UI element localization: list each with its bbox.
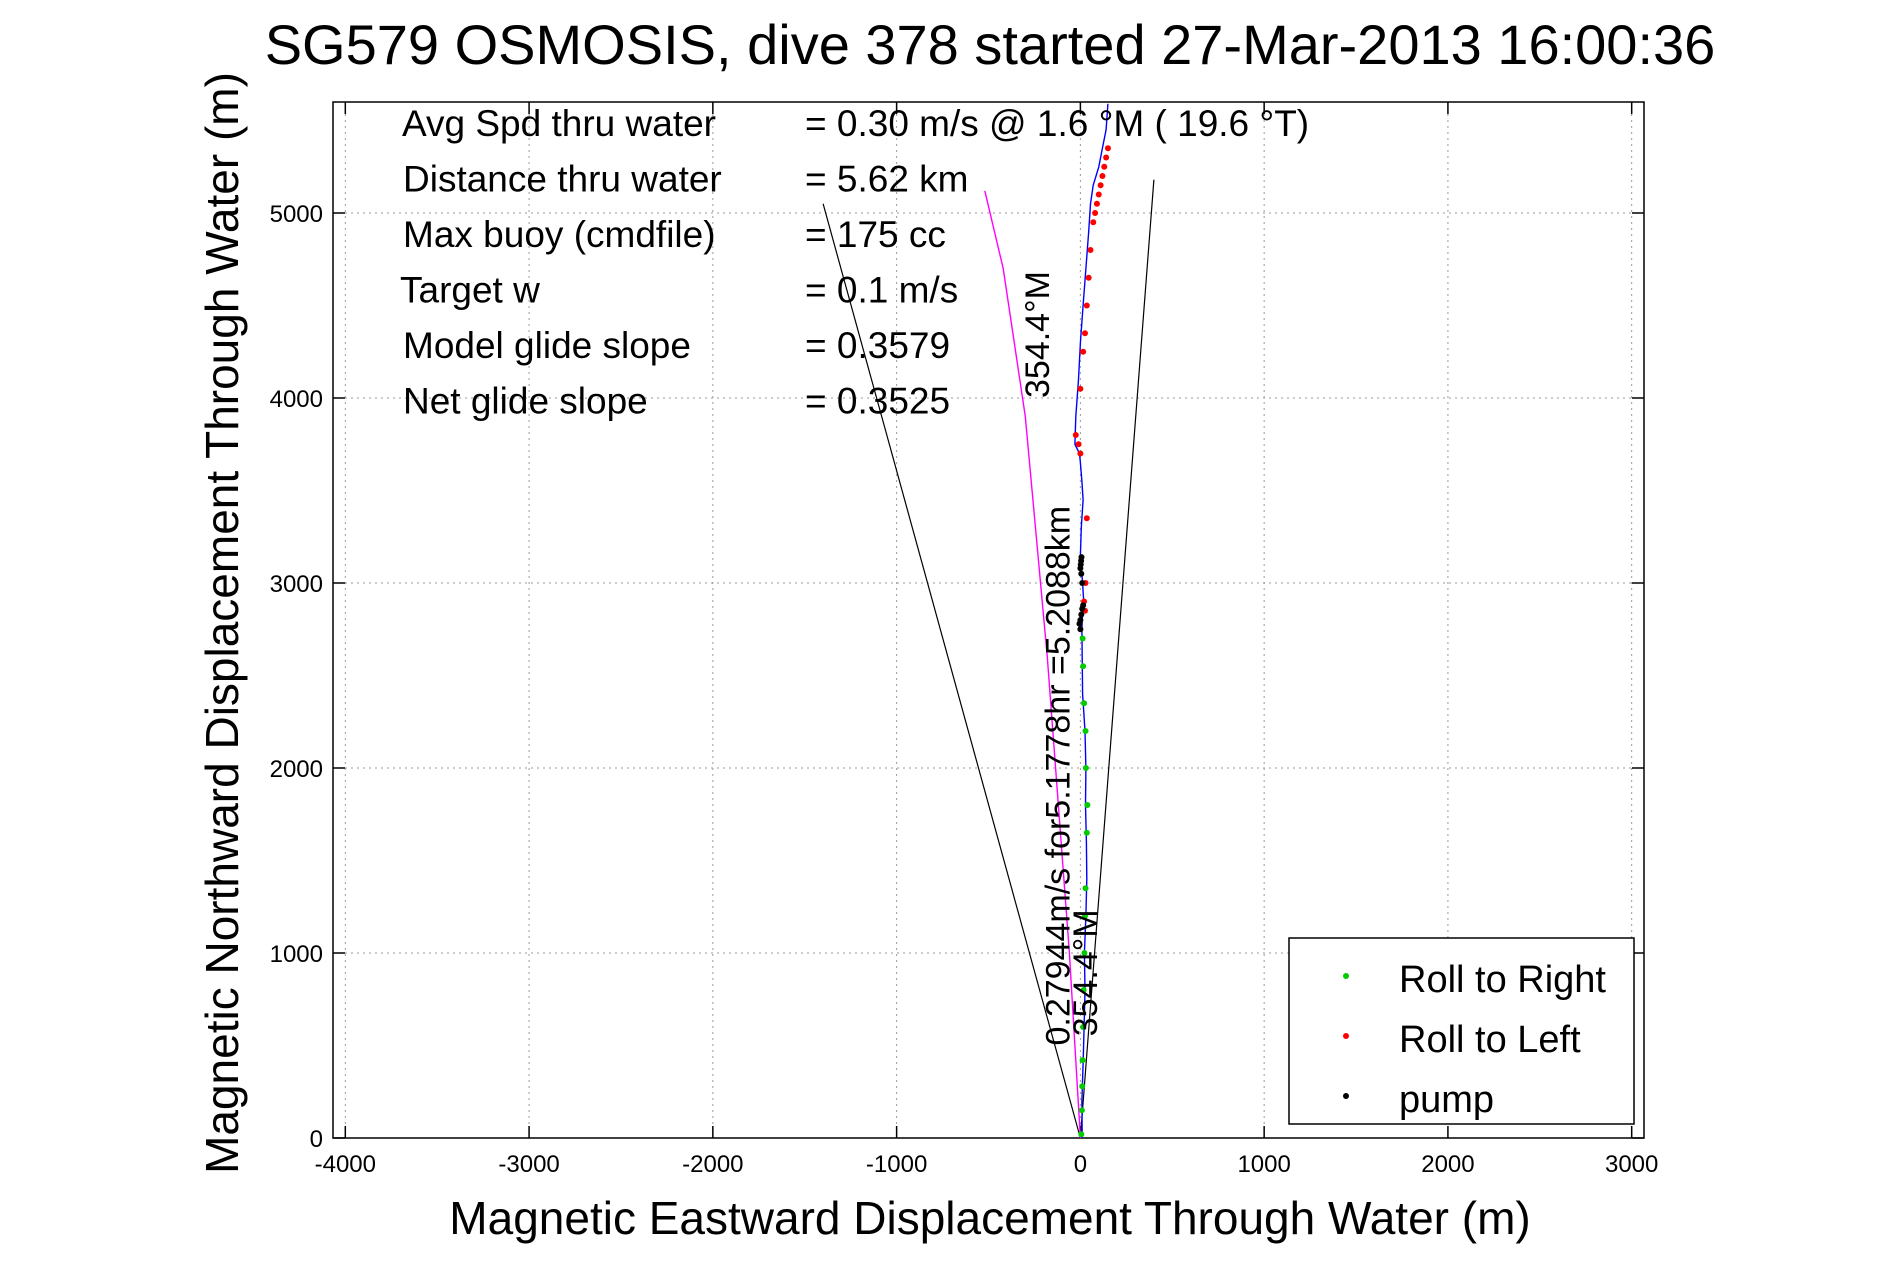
tick-labels: -4000 -3000 -2000 -1000 0 1000 2000 3000 0 1000 20…	[270, 201, 1659, 1178]
roll-to-left-point	[1077, 385, 1084, 392]
stat-label: Distance thru water	[403, 159, 722, 200]
roll-to-left-point	[1090, 219, 1097, 226]
roll-to-right-point	[1078, 1107, 1085, 1114]
roll-to-right-point	[1079, 635, 1086, 642]
roll-to-left-point	[1104, 145, 1111, 152]
depth-average-line	[984, 190, 1082, 1139]
y-tick-label: 2000	[270, 756, 323, 783]
pump-point	[1080, 602, 1087, 609]
x-tick-label: -4000	[315, 1151, 376, 1178]
stat-value: = 0.1 m/s	[805, 270, 958, 311]
roll-to-left-point	[1075, 441, 1082, 448]
roll-to-left-point	[1087, 247, 1094, 253]
legend-marker	[1343, 1033, 1349, 1039]
roll-to-right-point	[1081, 913, 1088, 919]
pump-point	[1078, 554, 1085, 561]
roll-to-left-point	[1081, 330, 1088, 337]
roll-to-right-point	[1084, 802, 1091, 808]
x-tick-label: -2000	[682, 1151, 743, 1178]
dive-stats: Avg Spd thru water = 0.30 m/s @ 1.6 °M ( …	[400, 103, 1309, 422]
stat-value: = 0.3579	[805, 325, 950, 366]
cone-left-line	[822, 203, 1081, 1139]
roll-to-right-point	[1079, 1057, 1086, 1064]
roll-to-right-point	[1078, 1131, 1085, 1138]
annotations: 0.27944m/s for5.1778hr =5.2088km354.4°M3…	[1019, 271, 1105, 1046]
stat-value: = 0.3525	[805, 381, 950, 422]
x-tick-label: 0	[1074, 1151, 1087, 1178]
roll-to-left-point	[1092, 210, 1099, 216]
y-tick-label: 5000	[270, 201, 323, 228]
stat-value: = 5.62 km	[805, 159, 969, 200]
legend-box	[1288, 937, 1635, 1125]
roll-to-left-point	[1080, 348, 1087, 355]
roll-to-left-point	[1101, 163, 1108, 170]
roll-to-left-point	[1093, 200, 1100, 207]
x-tick-label: -3000	[498, 1151, 559, 1178]
roll-to-left-point	[1083, 515, 1090, 522]
stat-label: Net glide slope	[403, 381, 648, 422]
legend-marker	[1343, 973, 1349, 979]
y-axis-label: Magnetic Northward Displacement Through …	[196, 72, 248, 1174]
x-axis-label: Magnetic Eastward Displacement Through W…	[449, 1192, 1530, 1244]
roll-to-left-point	[1083, 302, 1090, 309]
stat-label: Max buoy (cmdfile)	[403, 214, 716, 255]
stat-value: = 0.30 m/s @ 1.6 °M ( 19.6 °T)	[805, 103, 1309, 144]
chart-title: SG579 OSMOSIS, dive 378 started 27-Mar-2…	[265, 13, 1716, 76]
x-tick-label: -1000	[866, 1151, 927, 1178]
roll-to-right-point	[1080, 1024, 1087, 1030]
roll-to-right-point	[1080, 987, 1087, 993]
roll-to-right-point	[1082, 728, 1089, 734]
y-tick-label: 4000	[270, 386, 323, 413]
annotation-label: 0.27944m/s for5.1778hr =5.2088km	[1039, 506, 1077, 1046]
pump-point	[1078, 570, 1085, 577]
pump-point	[1077, 617, 1084, 623]
roll-to-left-point	[1077, 450, 1084, 457]
roll-to-right-point	[1082, 885, 1089, 892]
cone-right-line	[1079, 179, 1155, 1139]
x-tick-label: 2000	[1421, 1151, 1474, 1178]
stat-value: = 175 cc	[805, 214, 946, 255]
roll-to-left-point	[1072, 432, 1079, 438]
y-tick-label: 3000	[270, 571, 323, 598]
heading-cone	[822, 179, 1155, 1139]
roll-to-left-point	[1099, 173, 1106, 179]
roll-to-right-point	[1081, 700, 1088, 707]
legend-label: Roll to Left	[1399, 1019, 1581, 1061]
roll-to-left-point	[1085, 274, 1092, 281]
trajectory-markers	[1072, 145, 1111, 1138]
plot-frame	[332, 101, 1645, 1139]
stat-label: Model glide slope	[403, 325, 691, 366]
roll-to-left-point	[1097, 182, 1104, 189]
roll-to-left-point	[1103, 154, 1110, 161]
roll-to-left-point	[1095, 191, 1102, 198]
legend-marker	[1343, 1093, 1349, 1099]
stat-label: Avg Spd thru water	[402, 103, 716, 144]
roll-to-right-point	[1083, 829, 1090, 836]
pump-point	[1078, 611, 1085, 618]
roll-to-right-point	[1081, 950, 1088, 956]
legend: Roll to Right Roll to Left pump	[1288, 937, 1635, 1125]
x-tick-label: 3000	[1605, 1151, 1658, 1178]
pump-point	[1077, 626, 1084, 633]
pump-point	[1079, 580, 1086, 586]
annotation-label: 354.4°M	[1019, 271, 1057, 398]
y-tick-label: 0	[310, 1126, 323, 1153]
legend-label: Roll to Right	[1399, 959, 1606, 1001]
y-tick-label: 1000	[270, 941, 323, 968]
annotation-label: 354.4°M	[1067, 909, 1105, 1036]
roll-to-right-point	[1079, 1083, 1086, 1090]
legend-items: Roll to Right Roll to Left pump	[1343, 959, 1606, 1121]
axis-ticks	[333, 102, 1644, 1139]
stat-label: Target w	[400, 270, 540, 311]
roll-to-right-point	[1082, 765, 1089, 771]
roll-to-right-point	[1080, 663, 1087, 670]
legend-label: pump	[1399, 1079, 1494, 1121]
x-tick-label: 1000	[1237, 1151, 1290, 1178]
